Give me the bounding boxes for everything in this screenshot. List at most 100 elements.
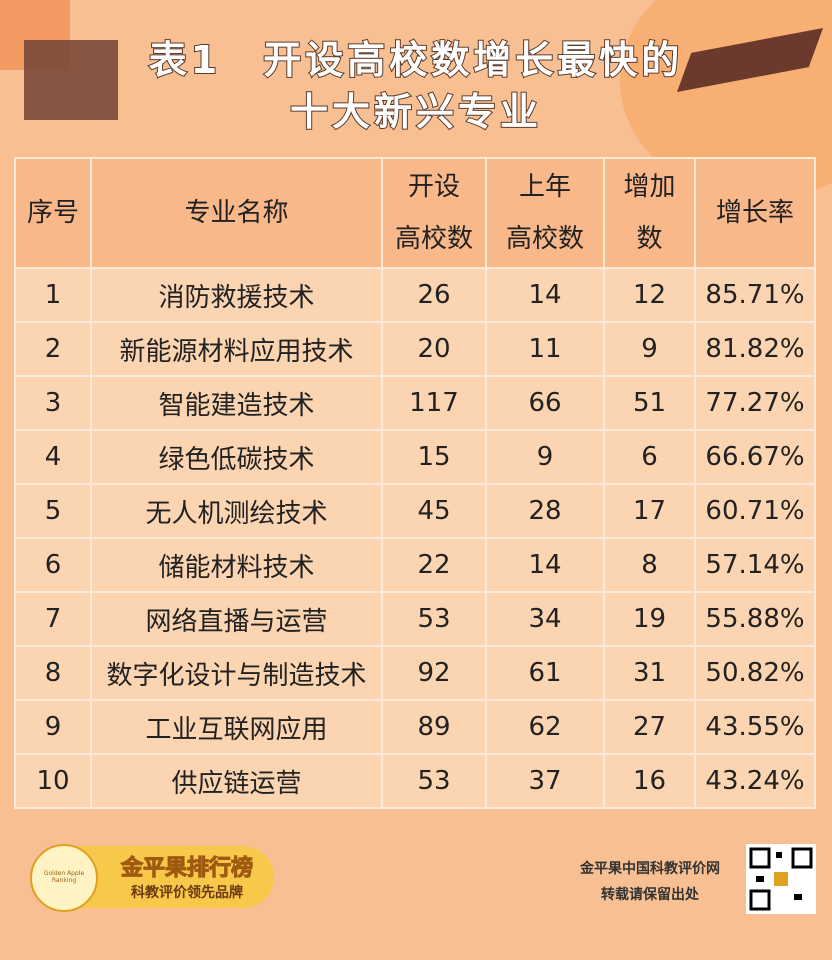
table-cell: 50.82% [694, 645, 816, 701]
table-cell: 11 [485, 321, 605, 377]
table-cell: 网络直播与运营 [90, 591, 383, 647]
table-cell: 1 [14, 267, 92, 323]
qr-center [774, 872, 788, 886]
header-line: 高校数 [505, 224, 584, 254]
table-cell: 43.24% [694, 753, 816, 809]
table-cell: 消防救援技术 [90, 267, 383, 323]
table-row: 8 数字化设计与制造技术 92 61 31 50.82% [14, 645, 816, 701]
table-cell: 2 [14, 321, 92, 377]
header-cell: 序号 [14, 157, 92, 269]
table-cell: 16 [603, 753, 696, 809]
table-cell: 53 [381, 753, 487, 809]
qr-finder [749, 847, 771, 869]
table-cell: 智能建造技术 [90, 375, 383, 431]
table: 序号 专业名称 开设 高校数 上年 高校数 增加数增长率 1 消防救援技术 26 14 12 85.7… [14, 157, 816, 809]
table-cell: 9 [14, 699, 92, 755]
table-cell: 5 [14, 483, 92, 539]
table-row: 7 网络直播与运营 53 34 19 55.88% [14, 591, 816, 647]
table-row: 3 智能建造技术 117 66 51 77.27% [14, 375, 816, 431]
table-cell: 61 [485, 645, 605, 701]
header-cell: 专业名称 [90, 157, 383, 269]
table-cell: 51 [603, 375, 696, 431]
table-cell: 6 [14, 537, 92, 593]
title-line: 表1 开设高校数增长最快的 [148, 37, 684, 83]
table-cell: 27 [603, 699, 696, 755]
qr-finder [791, 847, 813, 869]
title-line: 十大新兴专业 [289, 89, 542, 135]
table-row: 10 供应链运营 53 37 16 43.24% [14, 753, 816, 809]
table-cell: 6 [603, 429, 696, 485]
table-cell: 9 [485, 429, 605, 485]
table-cell: 37 [485, 753, 605, 809]
table-cell: 工业互联网应用 [90, 699, 383, 755]
table-cell: 92 [381, 645, 487, 701]
title: 表1 开设高校数增长最快的 十大新兴专业 [0, 34, 832, 138]
table-cell: 66 [485, 375, 605, 431]
header-line: 数 [636, 224, 663, 254]
table-cell: 28 [485, 483, 605, 539]
table-row: 2 新能源材料应用技术 20 11 9 81.82% [14, 321, 816, 377]
logo-name: 金平果排行榜 [120, 856, 253, 882]
table-cell: 22 [381, 537, 487, 593]
qr-dot [776, 852, 782, 858]
table-cell: 57.14% [694, 537, 816, 593]
qr-dot [794, 894, 802, 900]
table-cell: 55.88% [694, 591, 816, 647]
decor-square [24, 40, 118, 120]
table-cell: 81.82% [694, 321, 816, 377]
header-line: 上年 [518, 172, 571, 202]
table-cell: 新能源材料应用技术 [90, 321, 383, 377]
table-cell: 储能材料技术 [90, 537, 383, 593]
table-row: 4 绿色低碳技术 15 9 6 66.67% [14, 429, 816, 485]
table-cell: 89 [381, 699, 487, 755]
table-cell: 3 [14, 375, 92, 431]
table-cell: 14 [485, 537, 605, 593]
table-body: 1 消防救援技术 26 14 12 85.71% 2 新能源材料应用技术 20 11 9 81.82%… [14, 267, 816, 809]
source: 金平果中国科教评价网 转载请保留出处 [560, 856, 740, 908]
table-row: 5 无人机测绘技术 45 28 17 60.71% [14, 483, 816, 539]
table-cell: 85.71% [694, 267, 816, 323]
table-cell: 7 [14, 591, 92, 647]
table-cell: 20 [381, 321, 487, 377]
table-row: 9 工业互联网应用 89 62 27 43.55% [14, 699, 816, 755]
table-row: 6 储能材料技术 22 14 8 57.14% [14, 537, 816, 593]
qr-finder [749, 889, 771, 911]
table-cell: 14 [485, 267, 605, 323]
header-cell: 开设 高校数 [381, 157, 487, 269]
table-cell: 45 [381, 483, 487, 539]
header-line: 开设 [407, 172, 460, 202]
header-row: 序号 专业名称 开设 高校数 上年 高校数 增加数增长率 [14, 157, 816, 269]
table-cell: 26 [381, 267, 487, 323]
header-cell: 上年 高校数 [485, 157, 605, 269]
logo-slogan: 科教评价领先品牌 [131, 885, 243, 901]
badge-text: Golden Apple Ranking [43, 870, 85, 884]
table-cell: 15 [381, 429, 487, 485]
table-cell: 4 [14, 429, 92, 485]
logo-badge: Golden Apple Ranking [30, 844, 98, 912]
source-line: 转载请保留出处 [601, 887, 699, 903]
table-cell: 数字化设计与制造技术 [90, 645, 383, 701]
table-row: 1 消防救援技术 26 14 12 85.71% [14, 267, 816, 323]
table-cell: 19 [603, 591, 696, 647]
table-cell: 9 [603, 321, 696, 377]
table-cell: 117 [381, 375, 487, 431]
table-cell: 43.55% [694, 699, 816, 755]
header-line: 增长率 [715, 198, 794, 228]
header-cell: 增长率 [694, 157, 816, 269]
table-cell: 绿色低碳技术 [90, 429, 383, 485]
source-line: 金平果中国科教评价网 [580, 861, 720, 877]
header-line: 序号 [26, 198, 79, 228]
table-cell: 66.67% [694, 429, 816, 485]
header-line: 增加 [623, 172, 676, 202]
qr-code [746, 844, 816, 914]
table-cell: 53 [381, 591, 487, 647]
table-cell: 34 [485, 591, 605, 647]
table-cell: 31 [603, 645, 696, 701]
header-line: 高校数 [394, 224, 473, 254]
table-cell: 8 [603, 537, 696, 593]
table-cell: 77.27% [694, 375, 816, 431]
table-cell: 无人机测绘技术 [90, 483, 383, 539]
table-cell: 8 [14, 645, 92, 701]
table-cell: 供应链运营 [90, 753, 383, 809]
